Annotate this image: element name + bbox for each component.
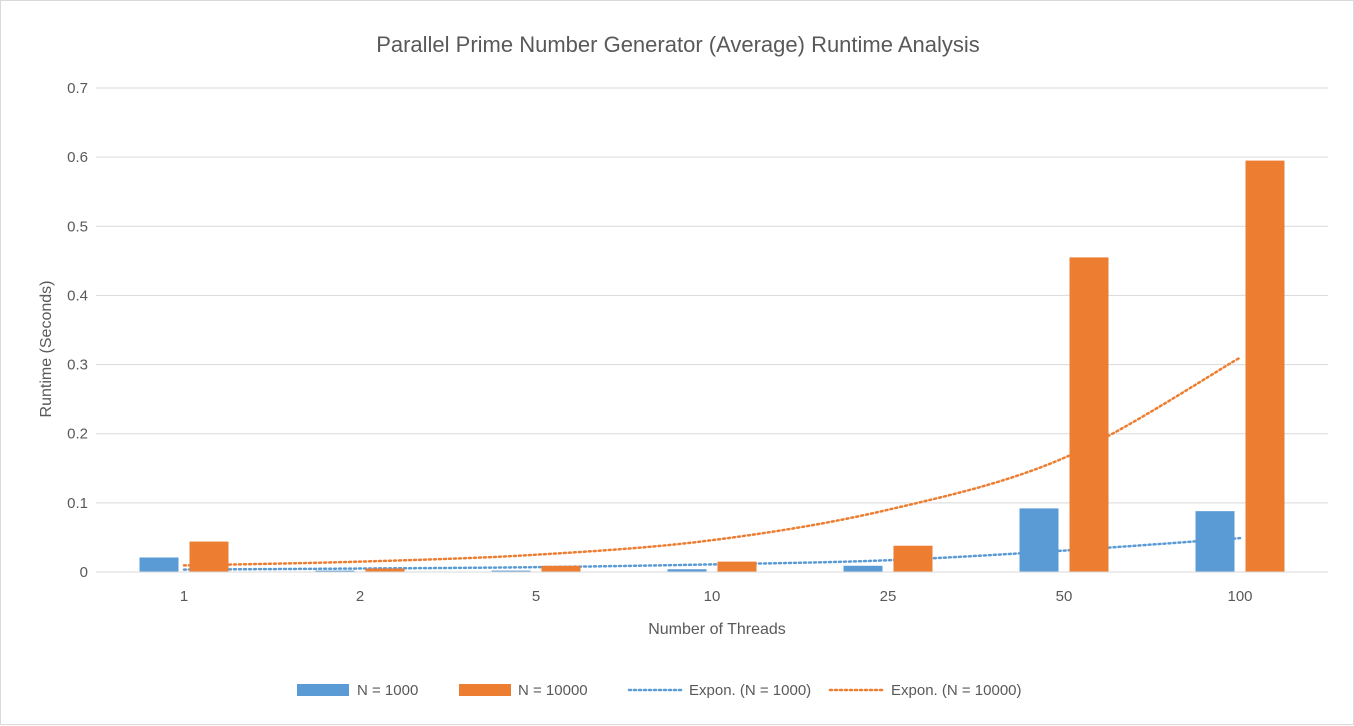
bar-n1000 [1195, 511, 1235, 572]
y-tick-label: 0.3 [67, 357, 88, 374]
y-tick-label: 0.1 [67, 495, 88, 512]
y-tick-label: 0.4 [67, 287, 88, 304]
x-tick-label: 2 [356, 588, 364, 605]
bar-n1000 [491, 570, 531, 572]
chart-title: Parallel Prime Number Generator (Average… [376, 32, 980, 57]
x-tick-label: 50 [1056, 588, 1073, 605]
bar-n10000 [717, 561, 757, 572]
legend-swatch [459, 684, 511, 696]
bar-n1000 [315, 570, 355, 572]
x-tick-label: 10 [704, 588, 721, 605]
y-tick-label: 0.6 [67, 149, 88, 166]
trendlines [182, 356, 1242, 571]
bar-n10000 [1245, 160, 1285, 572]
y-tick-label: 0.7 [67, 80, 88, 97]
bar-n10000 [893, 545, 933, 572]
legend-label: Expon. (N = 1000) [689, 682, 811, 699]
y-axis-ticks: 0 0.1 0.2 0.3 0.4 0.5 0.6 0.7 [67, 80, 88, 581]
legend-label: N = 1000 [357, 682, 418, 699]
trendline-n10000 [182, 356, 1242, 567]
bar-n1000 [667, 569, 707, 572]
bar-n10000 [1069, 257, 1109, 572]
trendline-n1000 [182, 536, 1242, 571]
x-axis-ticks: 1 2 5 10 25 50 100 [180, 588, 1253, 605]
bars [139, 160, 1285, 572]
y-tick-label: 0.2 [67, 426, 88, 443]
x-tick-label: 25 [880, 588, 897, 605]
bar-n1000 [1019, 508, 1059, 572]
bar-n10000 [189, 541, 229, 572]
legend-label: Expon. (N = 10000) [891, 682, 1022, 699]
legend: N = 1000 N = 10000 Expon. (N = 1000) Expon.… [297, 682, 1022, 699]
gridlines [96, 87, 1328, 504]
bar-n1000 [139, 557, 179, 572]
x-tick-label: 100 [1227, 588, 1252, 605]
y-axis-title: Runtime (Seconds) [38, 281, 55, 418]
x-tick-label: 1 [180, 588, 188, 605]
legend-swatch [297, 684, 349, 696]
y-tick-label: 0 [80, 564, 88, 581]
legend-label: N = 10000 [518, 682, 588, 699]
y-tick-label: 0.5 [67, 218, 88, 235]
bar-n10000 [365, 568, 405, 572]
bar-n1000 [843, 565, 883, 572]
x-tick-label: 5 [532, 588, 540, 605]
bar-n10000 [541, 565, 581, 572]
x-axis-title: Number of Threads [648, 621, 786, 638]
